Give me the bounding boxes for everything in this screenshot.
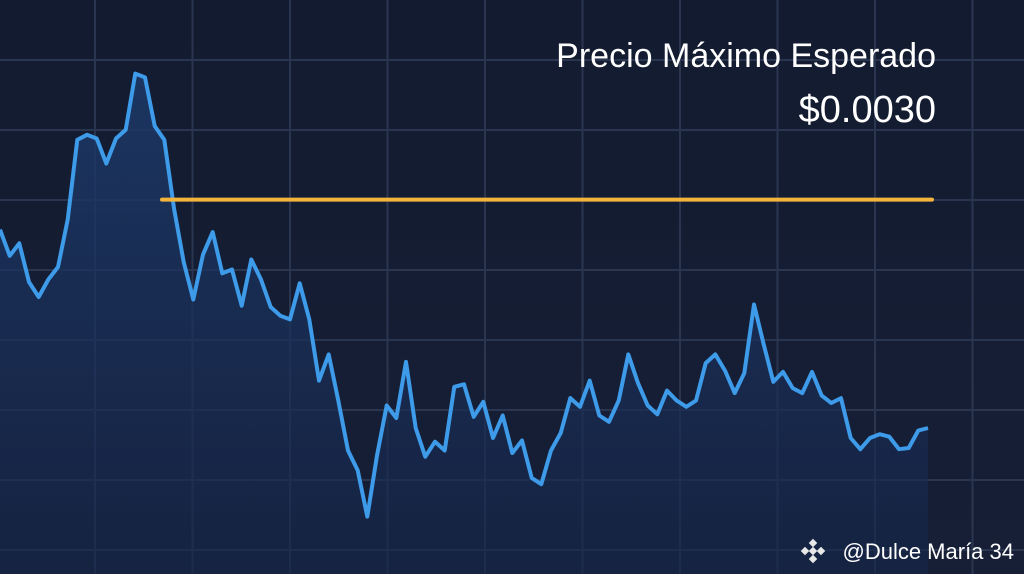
area (0, 73, 928, 574)
price-line (0, 71, 929, 519)
annotation-label: Precio Máximo Esperado (556, 37, 936, 75)
annotation-value: $0.0030 (799, 89, 936, 131)
watermark: @Dulce María 34 (842, 539, 1014, 564)
plot (0, 71, 934, 574)
